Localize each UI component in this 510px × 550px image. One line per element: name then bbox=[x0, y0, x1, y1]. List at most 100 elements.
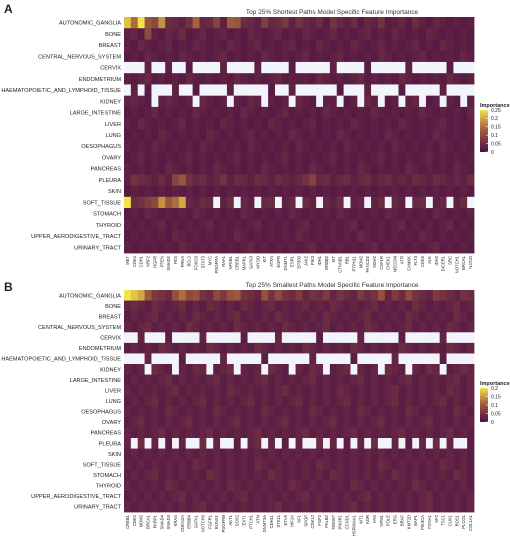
heatmap-cell bbox=[467, 95, 475, 108]
heatmap-cell bbox=[439, 163, 447, 175]
heatmap-cell bbox=[371, 208, 379, 220]
heatmap-cell bbox=[281, 185, 290, 198]
heatmap-cell bbox=[130, 311, 139, 323]
heatmap-cell bbox=[158, 300, 166, 312]
heatmap-cell bbox=[240, 353, 248, 365]
heatmap-cell bbox=[405, 438, 413, 449]
heatmap-cell bbox=[158, 219, 166, 231]
heatmap-cell bbox=[288, 385, 296, 397]
heatmap-cell bbox=[460, 480, 468, 492]
heatmap-cell bbox=[371, 39, 379, 52]
heatmap-cell bbox=[295, 17, 303, 29]
heatmap-cell bbox=[316, 374, 324, 386]
heatmap-cell bbox=[124, 151, 132, 164]
heatmap-cell bbox=[405, 84, 413, 97]
heatmap-cell bbox=[288, 374, 296, 386]
heatmap-cell bbox=[233, 17, 242, 29]
column-label: COL1A1 bbox=[468, 514, 473, 531]
heatmap-cell bbox=[432, 208, 441, 220]
panel-a-title: Top 25% Shortest Paths Model Specific Fe… bbox=[246, 9, 419, 16]
heatmap-cell bbox=[350, 163, 358, 175]
heatmap-cell bbox=[261, 385, 269, 397]
heatmap-cell bbox=[124, 84, 132, 97]
heatmap-cell bbox=[329, 219, 338, 231]
heatmap-cell bbox=[432, 290, 441, 301]
heatmap-cell bbox=[247, 151, 255, 164]
heatmap-cell bbox=[467, 73, 475, 85]
heatmap-cell bbox=[281, 118, 290, 130]
heatmap-cell bbox=[419, 300, 427, 312]
heatmap-cell bbox=[247, 480, 255, 492]
heatmap-cell bbox=[220, 61, 228, 74]
heatmap-cell bbox=[405, 311, 413, 323]
heatmap-cell bbox=[384, 364, 393, 375]
colorbar-b: Importance 0.20.150.10.050 bbox=[480, 381, 510, 426]
heatmap-cell bbox=[377, 364, 386, 375]
heatmap-cell bbox=[302, 385, 310, 397]
heatmap-cell bbox=[172, 106, 180, 119]
heatmap-cell bbox=[144, 230, 152, 243]
heatmap-cell bbox=[295, 174, 303, 186]
heatmap-cell bbox=[419, 73, 427, 85]
column-label: IDH2 bbox=[434, 255, 439, 265]
heatmap-cell bbox=[130, 321, 139, 333]
heatmap-cell bbox=[226, 490, 235, 502]
heatmap-cell bbox=[137, 129, 145, 142]
row-label: HAEMATOPOIETIC_AND_LYMPHOID_TISSUE bbox=[1, 357, 121, 363]
heatmap-cell bbox=[329, 300, 338, 312]
heatmap-cell bbox=[412, 95, 420, 108]
heatmap-cell bbox=[309, 406, 317, 418]
heatmap-cell bbox=[220, 459, 228, 471]
heatmap-cell bbox=[213, 163, 221, 175]
heatmap-cell bbox=[302, 353, 310, 365]
heatmap-cell bbox=[425, 406, 434, 418]
heatmap-cell bbox=[172, 469, 180, 481]
heatmap-cell bbox=[302, 95, 310, 108]
heatmap-cell bbox=[343, 385, 351, 397]
heatmap-cell bbox=[240, 311, 248, 323]
heatmap-cell bbox=[226, 61, 235, 74]
heatmap-cell bbox=[432, 374, 441, 386]
column-label: DNMT1 bbox=[283, 255, 288, 270]
heatmap-cell bbox=[323, 501, 331, 513]
column-label: BRCA1 bbox=[146, 514, 151, 529]
heatmap-cell bbox=[130, 118, 139, 130]
heatmap-cell bbox=[226, 290, 235, 301]
heatmap-cell bbox=[151, 196, 159, 209]
heatmap-cell bbox=[281, 230, 290, 243]
heatmap-cell bbox=[302, 480, 310, 492]
column-label: ESR1 bbox=[290, 255, 295, 267]
heatmap-cell bbox=[446, 106, 454, 119]
heatmap-cell bbox=[439, 364, 447, 375]
heatmap-cell bbox=[350, 448, 358, 460]
heatmap-cell bbox=[151, 129, 159, 142]
heatmap-cell bbox=[453, 73, 461, 85]
heatmap-cell bbox=[274, 208, 283, 220]
heatmap-cell bbox=[329, 118, 338, 130]
heatmap-cell bbox=[309, 84, 317, 97]
heatmap-cell bbox=[398, 480, 406, 492]
heatmap-cell bbox=[384, 241, 393, 254]
heatmap-cell bbox=[323, 230, 331, 243]
heatmap-cell bbox=[261, 501, 269, 513]
heatmap-cell bbox=[336, 84, 345, 97]
heatmap-cell bbox=[124, 311, 132, 323]
heatmap-cell bbox=[405, 385, 413, 397]
heatmap-cell bbox=[364, 501, 372, 513]
heatmap-cell bbox=[405, 480, 413, 492]
heatmap-cell bbox=[439, 39, 447, 52]
heatmap-cell bbox=[336, 230, 345, 243]
heatmap-cell bbox=[213, 311, 221, 323]
heatmap-cell bbox=[226, 174, 235, 186]
heatmap-cell bbox=[185, 332, 194, 344]
heatmap-cell bbox=[432, 353, 441, 365]
heatmap-cell bbox=[124, 61, 132, 74]
heatmap-cell bbox=[446, 230, 454, 243]
heatmap-cell bbox=[151, 230, 159, 243]
heatmap-cell bbox=[398, 416, 406, 428]
heatmap-cell bbox=[309, 163, 317, 175]
heatmap-cell bbox=[172, 151, 180, 164]
heatmap-cell bbox=[124, 300, 132, 312]
heatmap-cell bbox=[158, 28, 166, 40]
